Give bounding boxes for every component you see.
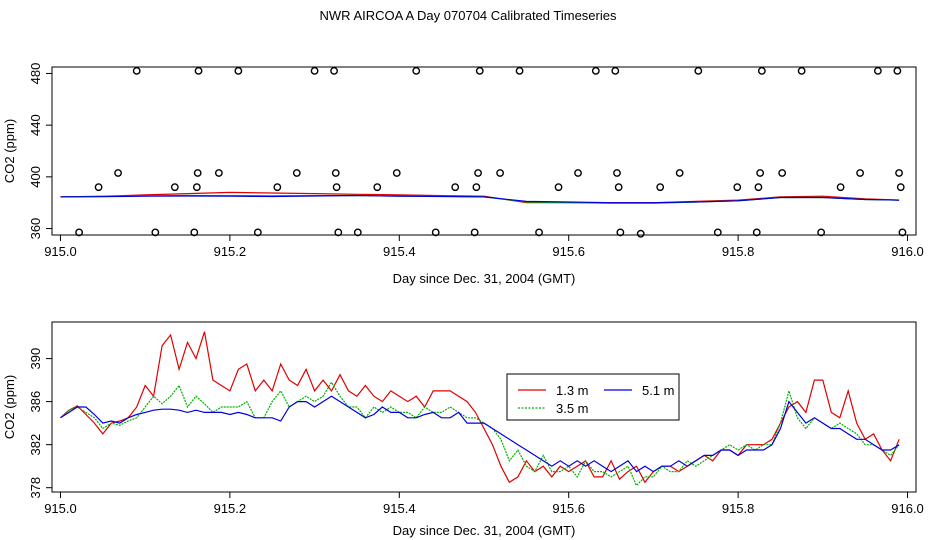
series-line-5-1-m [60,395,900,473]
calibration-point [292,169,301,177]
calibration-point [778,169,787,177]
y-tick-label: 378 [28,477,43,499]
calibration-point [756,169,765,177]
x-tick-label: 915.4 [383,244,416,259]
legend-label-1-3m: 1.3 m [556,383,589,398]
y-tick-label: 390 [28,348,43,370]
y-tick-label: 400 [28,166,43,188]
legend-box [506,373,680,421]
calibration-point [895,169,903,177]
calibration-point [694,66,703,75]
calibration-point [817,228,826,237]
plot1-x-axis-title: Day since Dec. 31, 2004 (GMT) [393,271,576,286]
calibration-point [151,228,160,237]
calibration-point [431,228,440,237]
calibration-point [451,183,460,192]
x-tick-label: 916.0 [891,501,924,516]
calibration-point [713,228,722,237]
calibration-point [194,66,203,75]
x-tick-label: 916.0 [891,244,924,259]
calibration-point [574,169,582,177]
y-tick-label: 386 [28,391,43,413]
calibration-point [496,169,504,177]
calibration-point [656,183,665,192]
calibration-point [214,169,223,177]
calibration-point [392,169,401,177]
calibration-point [591,66,600,75]
calibration-point [373,183,382,192]
legend: 1.3 m 5.1 m 3.5 m [506,373,680,421]
calibration-point [614,183,623,192]
calibration-point [797,66,806,75]
x-tick-label: 915.8 [722,501,755,516]
calibration-point [475,66,484,75]
calibration-point [836,183,845,192]
calibration-point [353,228,362,237]
calibration-point [611,66,620,75]
legend-label-3-5m: 3.5 m [556,401,589,416]
calibration-point [472,183,481,192]
series-line-1-3-m [60,331,900,484]
plot1-frame [51,66,917,236]
plot1-y-axis-title: CO2 (ppm) [2,119,17,183]
calibration-point [474,169,482,177]
calibration-point [170,183,179,192]
calibration-point [873,66,882,75]
calibration-point [757,66,766,75]
calibration-point [114,169,122,177]
calibration-point [613,169,621,177]
series-line-3-5-m [60,381,900,487]
calibration-point [856,169,864,177]
calibration-point [412,66,421,75]
calibration-point [331,169,340,177]
calibration-point [234,66,243,75]
x-tick-label: 915.0 [44,244,77,259]
calibration-point [616,228,625,237]
calibration-point [334,228,343,237]
calibration-point [94,183,103,192]
y-tick-label: 360 [28,218,43,240]
calibration-point [515,66,524,75]
x-tick-label: 915.8 [722,244,755,259]
plot2-y-axis-title: CO2 (ppm) [2,375,17,439]
y-tick-label: 440 [28,114,43,136]
calibration-point [332,183,341,192]
calibration-point [193,169,202,177]
series-line-1-3-m [60,191,900,204]
calibration-point [535,228,543,237]
plot2-frame [51,321,917,493]
calibration-point [893,66,902,75]
y-tick-label: 382 [28,434,43,456]
calibration-point [896,183,905,192]
x-tick-label: 915.2 [214,244,247,259]
calibration-point [636,229,645,238]
series-line-5-1-m [60,194,900,204]
x-tick-label: 915.6 [552,244,585,259]
x-tick-label: 915.6 [552,501,585,516]
x-tick-label: 915.0 [44,501,77,516]
calibration-point [754,183,763,192]
calibration-point [898,228,907,237]
calibration-point [310,66,319,75]
calibration-point [554,183,563,192]
calibration-point [190,228,199,237]
legend-label-5-1m: 5.1 m [642,383,675,398]
calibration-point [75,228,84,237]
calibration-point [330,66,338,75]
x-tick-label: 915.4 [383,501,416,516]
x-tick-label: 915.2 [214,501,247,516]
calibration-point [752,228,761,237]
calibration-point [273,183,282,192]
y-tick-label: 480 [28,63,43,85]
calibration-point [733,183,742,192]
calibration-point [470,228,479,237]
calibration-point [192,183,201,192]
calibration-point [132,66,141,75]
page-title: NWR AIRCOA A Day 070704 Calibrated Times… [319,8,617,23]
plot2-x-axis-title: Day since Dec. 31, 2004 (GMT) [393,523,576,538]
calibration-point [253,228,262,237]
calibration-point [675,169,684,177]
